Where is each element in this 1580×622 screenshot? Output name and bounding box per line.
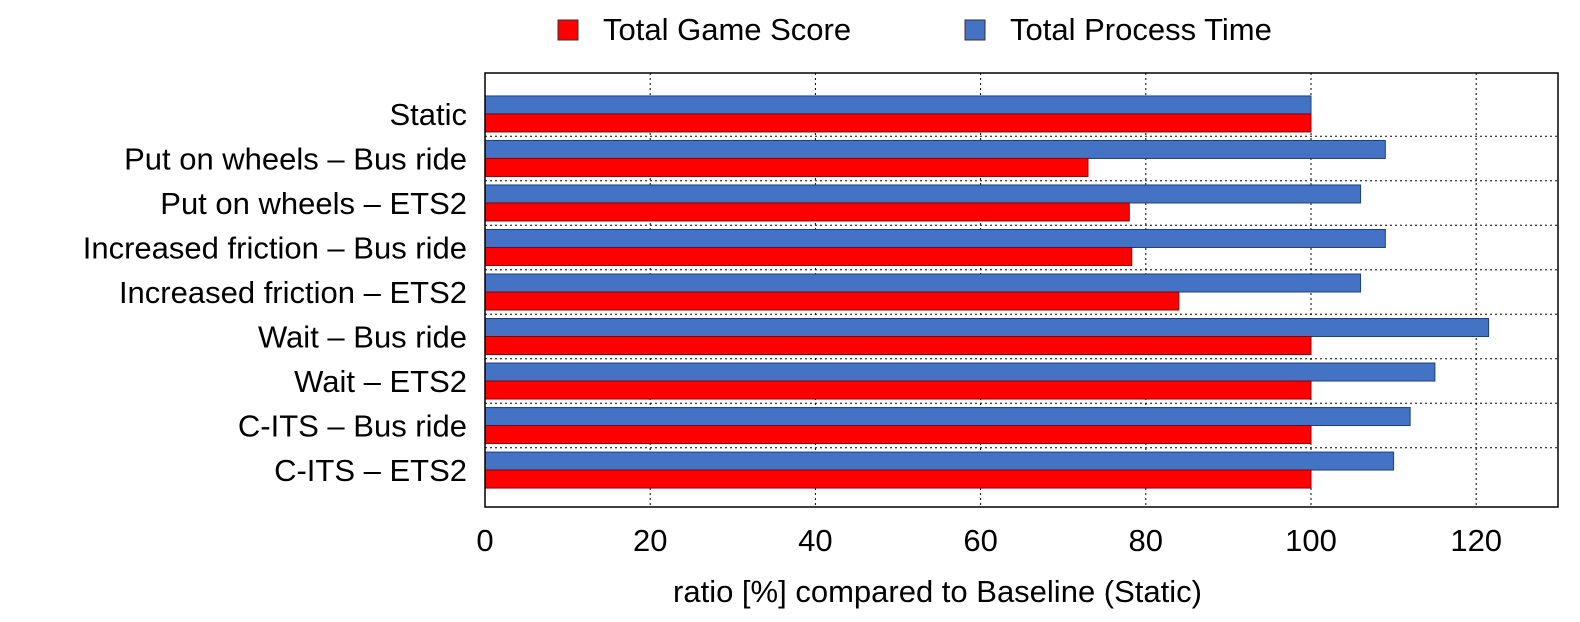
bar-game-score-5 <box>484 336 1312 356</box>
category-label-8: C-ITS – ETS2 <box>274 453 467 488</box>
legend-label-0: Total Game Score <box>603 12 851 47</box>
category-label-3: Increased friction – Bus ride <box>83 230 467 265</box>
bar-process-time-4 <box>484 273 1362 293</box>
category-label-6: Wait – ETS2 <box>294 364 467 399</box>
x-tick-label-3: 60 <box>963 523 997 558</box>
category-label-7: C-ITS – Bus ride <box>238 409 467 444</box>
plot-frame <box>484 72 1559 508</box>
bar-game-score-4 <box>484 291 1180 311</box>
bar-process-time-0 <box>484 95 1312 115</box>
bar-game-score-2 <box>484 202 1130 222</box>
x-tick-label-6: 120 <box>1450 523 1502 558</box>
x-tick-label-2: 40 <box>798 523 832 558</box>
x-axis-title: ratio [%] compared to Baseline (Static) <box>673 574 1202 609</box>
bar-process-time-2 <box>484 184 1362 204</box>
category-label-1: Put on wheels – Bus ride <box>124 141 467 176</box>
x-tick-label-5: 100 <box>1285 523 1337 558</box>
bars <box>484 95 1490 489</box>
category-labels: Static Put on wheels – Bus ride Put on whe… <box>83 97 467 488</box>
x-tick-label-4: 80 <box>1129 523 1163 558</box>
category-label-2: Put on wheels – ETS2 <box>160 186 467 221</box>
legend-swatch-1 <box>964 19 986 41</box>
bar-game-score-1 <box>484 157 1089 177</box>
x-tick-label-0: 0 <box>476 523 493 558</box>
bar-process-time-8 <box>484 451 1395 471</box>
x-tick-label-1: 20 <box>633 523 667 558</box>
bar-game-score-3 <box>484 246 1133 266</box>
bar-process-time-1 <box>484 139 1386 159</box>
category-label-5: Wait – Bus ride <box>258 320 467 355</box>
bar-game-score-7 <box>484 425 1312 445</box>
legend-swatch-0 <box>557 19 579 41</box>
category-label-0: Static <box>389 97 467 132</box>
bar-process-time-5 <box>484 318 1490 338</box>
legend-label-1: Total Process Time <box>1010 12 1272 47</box>
bar-process-time-6 <box>484 362 1436 382</box>
bar-game-score-6 <box>484 380 1312 400</box>
bar-process-time-3 <box>484 228 1386 248</box>
bar-game-score-8 <box>484 469 1312 489</box>
bar-game-score-0 <box>484 113 1312 133</box>
x-tick-labels: 0 20 40 60 80 100 120 <box>476 523 1502 558</box>
bar-process-time-7 <box>484 407 1411 427</box>
category-label-4: Increased friction – ETS2 <box>119 275 467 310</box>
legend: Total Game Score Total Process Time <box>557 12 1272 47</box>
